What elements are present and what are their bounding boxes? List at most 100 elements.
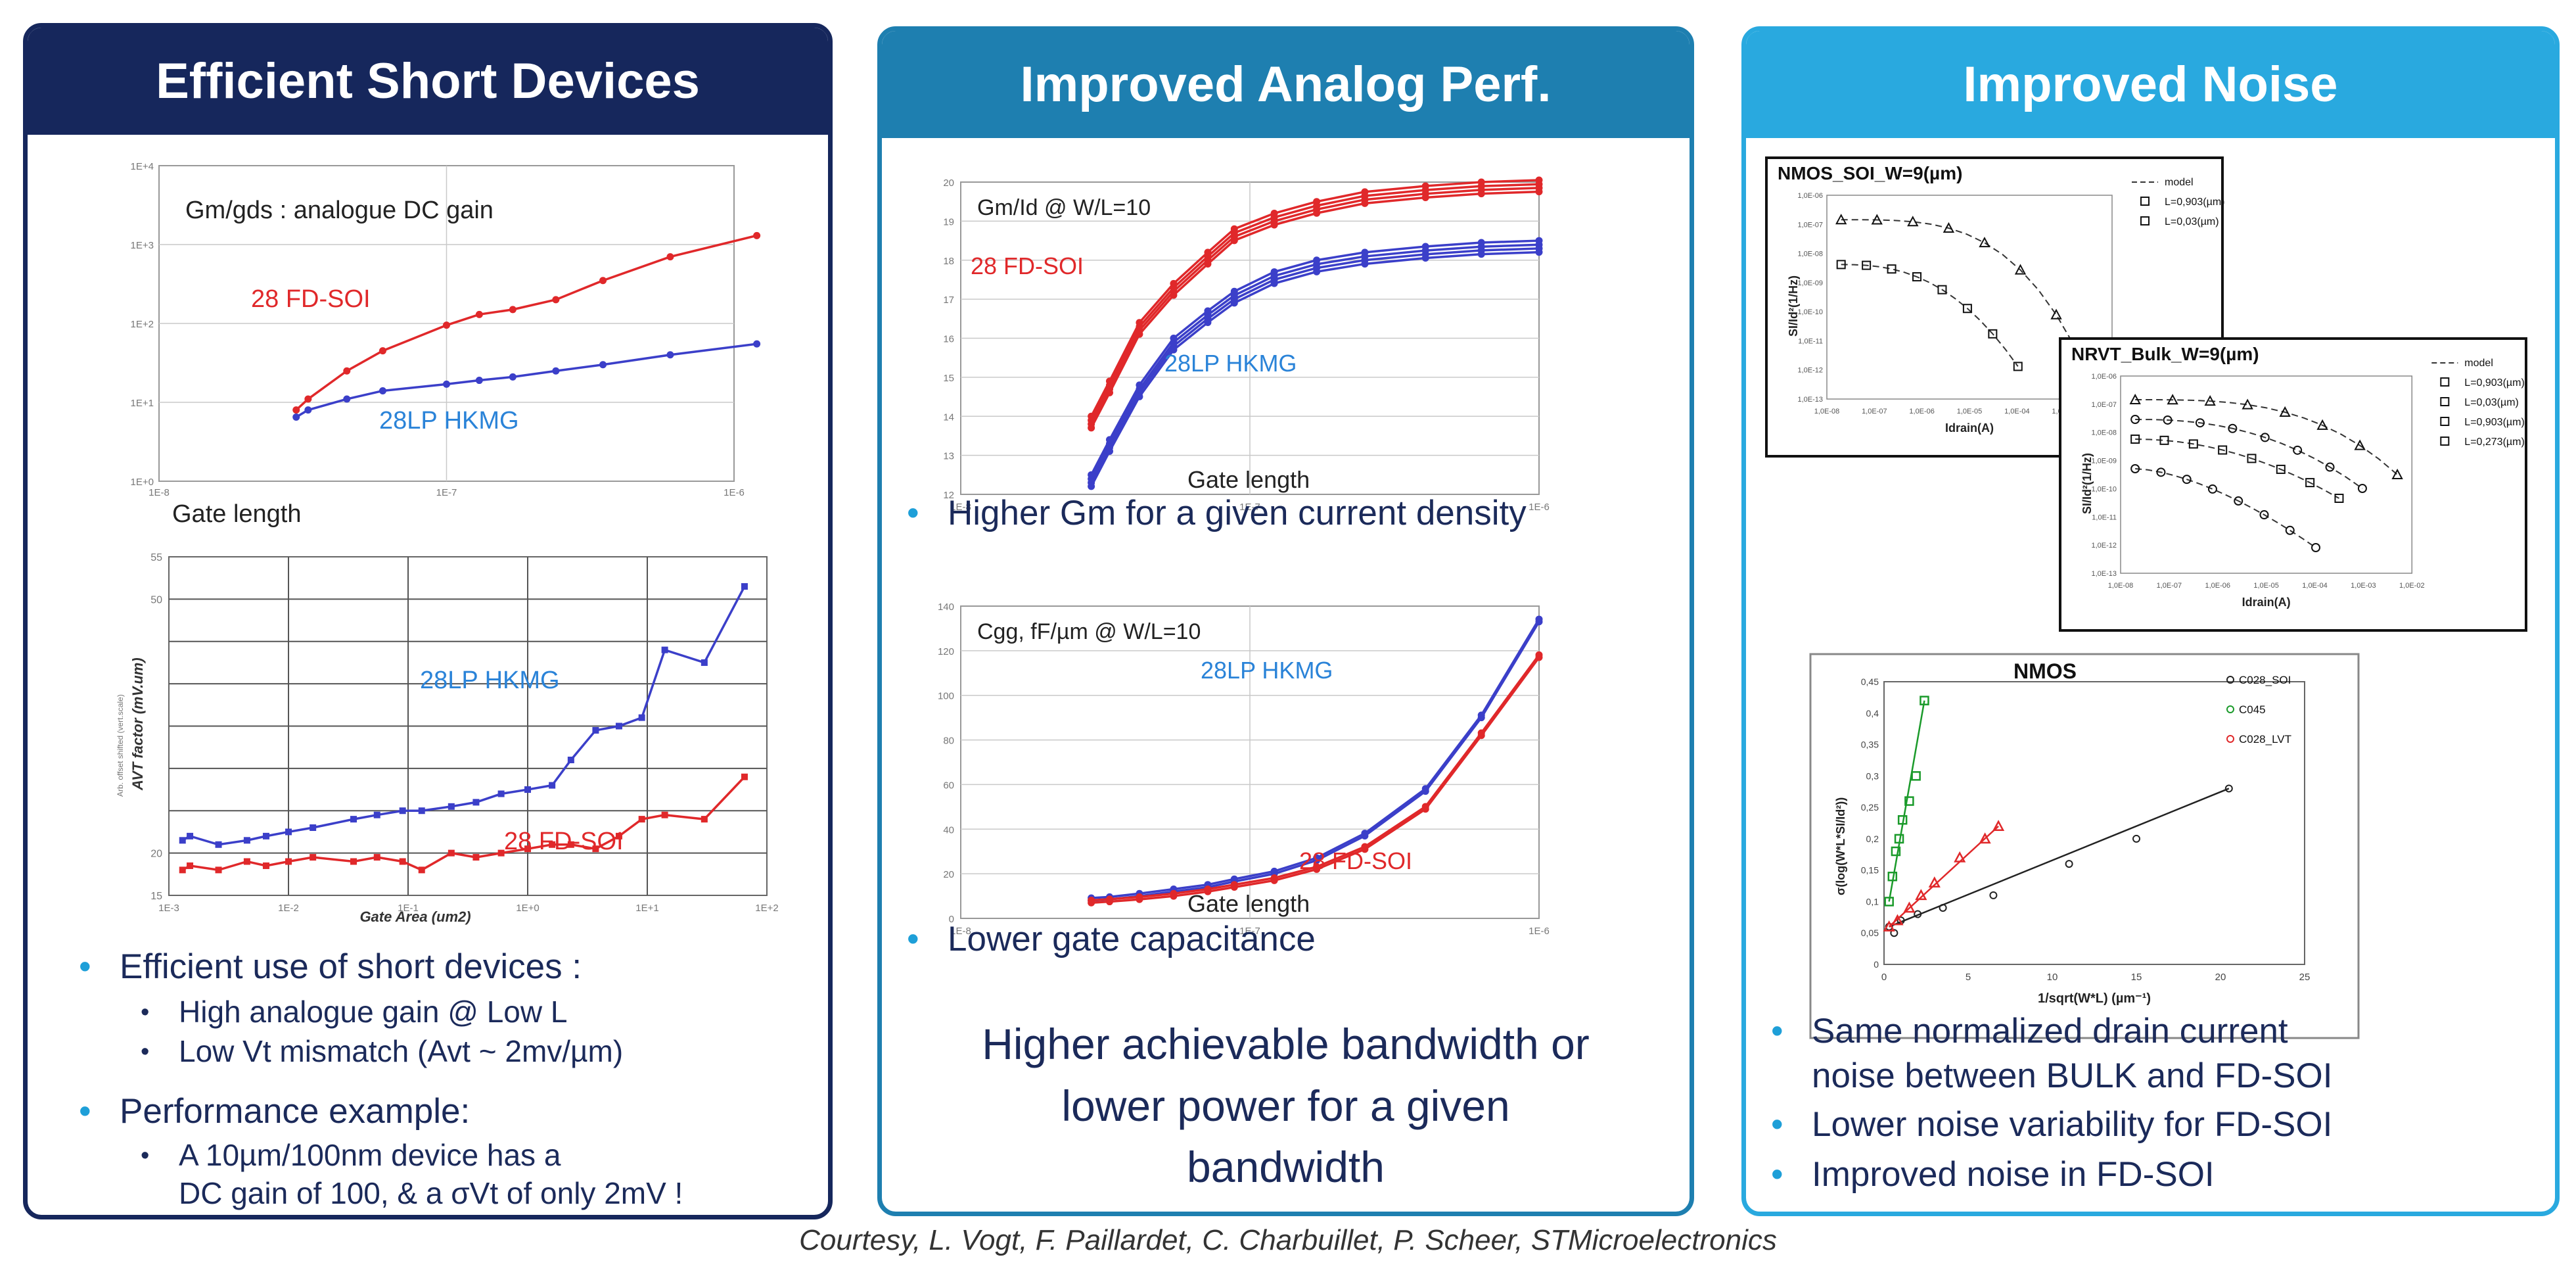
series-28lp-hkmg-variant-point	[1105, 447, 1113, 455]
series-28-fd-soi-point	[310, 854, 317, 861]
legend-label: L=0,273(µm)	[2464, 437, 2524, 448]
y-tick-label: 1,0E-06	[2091, 373, 2117, 381]
legend-label-hkmg: 28LP HKMG	[420, 667, 560, 694]
series-28-fd-soi-line	[1090, 187, 1540, 425]
series-28lp-hkmg-variant-line	[1091, 619, 1540, 899]
bullet-same-noise-1: • Same normalized drain current	[1771, 1012, 2288, 1051]
series-28-fd-soi-variant-point	[1136, 319, 1143, 327]
series-28-fd-soi-variant-point	[1361, 843, 1369, 851]
series-28lp-hkmg-variant-point	[1361, 830, 1369, 838]
y-axis-label: SI/Id²(1/Hz)	[2081, 453, 2094, 514]
series-28lp-hkmg-point	[379, 387, 386, 394]
data-point	[2311, 543, 2321, 552]
series-28-fd-soi-variant-point	[1088, 412, 1095, 420]
bullet-efficient-use: • Efficient use of short devices :	[79, 947, 582, 986]
x-tick-label: 1E-7	[436, 487, 457, 498]
series-28-fd-soi-point	[243, 858, 250, 865]
series-c045-point	[1887, 871, 1898, 882]
y-tick-label: 1,0E-13	[1797, 396, 1823, 404]
series-28-fd-soi-point	[661, 811, 668, 818]
series-c045-point	[1884, 897, 1894, 907]
cgg-chart: 0 20 40 60 80 100 120 140 1E-8 1E-7 1E-6 Cgg, fF/µm…	[911, 586, 1569, 961]
series-28lp-hkmg-variant-line	[1090, 239, 1540, 476]
series-28lp-hkmg-variant-point	[1313, 268, 1321, 275]
y-tick-label: 0,1	[1866, 896, 1879, 907]
series-28-fd-soi-variant-point	[1313, 198, 1321, 206]
series-28lp-hkmg-variant-line	[1090, 243, 1540, 480]
series-28lp-hkmg-point	[599, 361, 607, 369]
data-point	[2159, 435, 2169, 445]
series-28lp-hkmg-point	[399, 807, 406, 815]
series-c045-fit-line	[1888, 700, 1925, 902]
data-point	[2130, 435, 2140, 444]
series-28lp-hkmg-point	[443, 380, 450, 388]
data-point	[2218, 445, 2228, 455]
series-28-fd-soi-variant-point	[1361, 188, 1369, 196]
series-c045-point	[1897, 815, 1908, 825]
y-tick-label: 55	[150, 552, 162, 563]
series-28-fd-soi-point	[701, 816, 708, 823]
x-axis-label: Gate Area (um2)	[359, 909, 471, 925]
series-28-fd-soi-variant-point	[1204, 260, 1212, 268]
series-c028_soi-point	[2132, 834, 2140, 843]
y-tick-label: 20	[943, 177, 954, 189]
y-tick-label: 0,25	[1861, 802, 1879, 813]
x-axis-label: Gate length	[1187, 890, 1310, 917]
x-tick-label: 1,0E-08	[1814, 408, 1840, 415]
series-c028_lvt-point	[1928, 876, 1941, 888]
series-28-fd-soi-variant-point	[1535, 176, 1543, 184]
series-c028_soi-point	[2065, 860, 2073, 868]
sub-bullet-device: • A 10µm/100nm device has a	[141, 1138, 561, 1172]
series-28lp-hkmg-variant-point	[1270, 867, 1278, 875]
legend-label-fdsoi: 28 FD-SOI	[971, 252, 1084, 279]
series-28-fd-soi-variant-point	[1136, 330, 1143, 338]
bullet-higher-gm: • Higher Gm for a given current density	[907, 494, 1527, 532]
x-tick-label: 1E-6	[1529, 502, 1550, 513]
y-axis-label: SI/Id²(1/Hz)	[1787, 275, 1800, 337]
y-tick-label: 1,0E-08	[2091, 429, 2117, 437]
legend-label-fdsoi: 28 FD-SOI	[504, 828, 624, 855]
series-28lp-hkmg-variant-point	[1361, 248, 1369, 256]
series-28-fd-soi-variant-point	[1170, 279, 1178, 287]
series-28lp-hkmg-point	[567, 757, 574, 763]
series-28lp-hkmg-point	[509, 373, 517, 381]
series-28-fd-soi-point	[187, 862, 194, 869]
x-tick-label: 1E-7	[1239, 926, 1260, 937]
y-tick-label: 1,0E-08	[1797, 250, 1823, 258]
series-28-fd-soi-point	[524, 845, 531, 853]
series-28-fd-soi-variant-point	[1421, 803, 1429, 811]
y-tick-label: 40	[943, 824, 954, 836]
data-point	[2354, 439, 2366, 450]
legend-label: L=0,903(µm)	[2464, 417, 2524, 428]
x-tick-label: 1,0E-05	[1957, 408, 1983, 415]
series-28-fd-soi-point	[350, 858, 357, 865]
series-28lp-hkmg-point	[592, 726, 599, 734]
data-point	[2259, 510, 2269, 520]
series-28lp-hkmg-variant-point	[1270, 268, 1278, 276]
panel-title: Improved Analog Perf.	[882, 31, 1690, 138]
data-point	[2316, 419, 2328, 430]
y-tick-label: 50	[150, 594, 162, 605]
series-28lp-hkmg-variant-point	[1477, 239, 1485, 247]
y-tick-label: 120	[938, 646, 954, 657]
series-28lp-hkmg-point	[373, 811, 380, 818]
legend-label-hkmg: 28LP HKMG	[1164, 350, 1297, 377]
model-curve	[2135, 399, 2398, 475]
series-28lp-hkmg-variant-point	[1170, 346, 1178, 354]
y-tick-label: 14	[943, 412, 954, 423]
series-28lp-hkmg-variant-point	[1477, 250, 1485, 258]
series-28-fd-soi-variant-point	[1105, 389, 1113, 396]
series-28lp-hkmg-point	[304, 406, 312, 414]
conclusion-text: Higher achievable bandwidth or lower pow…	[982, 1020, 1590, 1192]
y-tick-label: 20	[150, 849, 162, 860]
data-point	[1836, 260, 1846, 270]
data-point	[1835, 214, 1847, 225]
series-28lp-hkmg-variant-point	[1136, 392, 1143, 400]
y-tick-label: 1,0E-11	[1798, 337, 1823, 345]
x-tick-label: 1,0E-06	[2205, 582, 2231, 590]
series-28-fd-soi-variant-point	[1270, 210, 1278, 217]
bullet-performance-example: • Performance example:	[79, 1092, 471, 1131]
series-28lp-hkmg-variant-point	[1088, 471, 1095, 479]
data-point	[2234, 496, 2243, 506]
series-28-fd-soi-variant-point	[1477, 178, 1485, 186]
